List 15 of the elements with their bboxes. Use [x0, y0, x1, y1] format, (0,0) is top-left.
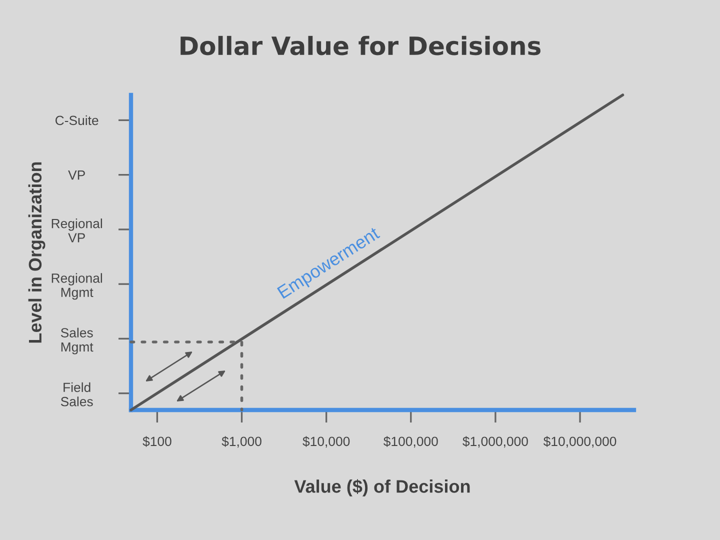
category-label: Field Sales [60, 382, 93, 406]
x-tick-label: $100,000 [384, 436, 438, 448]
x-axis-title: Value ($) of Decision [294, 479, 470, 496]
chart-title: Dollar Value for Decisions [180, 36, 540, 56]
y-axis-title: Level in Organization [28, 162, 46, 343]
category-label: C-Suite [56, 115, 98, 126]
x-tick-label: $10,000 [302, 436, 350, 448]
category-label: Regional Mgmt [52, 273, 102, 300]
x-tick-label: $100 [142, 436, 172, 447]
category-label: Regional VP [52, 218, 102, 242]
x-tick-label: $1,000,000 [462, 436, 528, 448]
category-label: Sales Mgmt [60, 328, 94, 354]
x-tick-label: $10,000,000 [543, 436, 616, 448]
x-tick-label: $1,000 [222, 436, 262, 448]
category-label: VP [68, 170, 85, 180]
